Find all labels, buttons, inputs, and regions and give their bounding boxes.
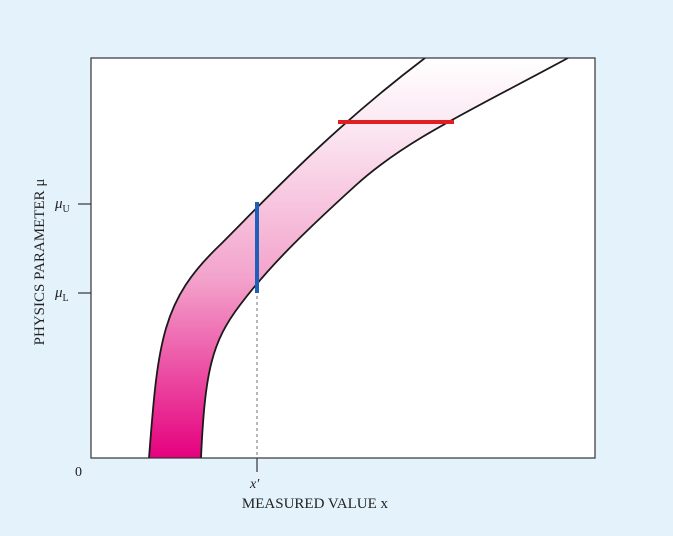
origin-label: 0: [75, 465, 82, 480]
plot-frame: [90, 57, 596, 459]
mu-lower-label: μL: [54, 285, 69, 304]
y-axis-title: PHYSICS PARAMETER μ: [32, 179, 48, 346]
confidence-belt-band: [149, 58, 568, 458]
mu-upper-label: μU: [54, 196, 71, 215]
x-prime-label: x′: [249, 477, 260, 492]
x-axis-title: MEASURED VALUE x: [242, 496, 389, 512]
belt-lower-boundary: [200, 58, 569, 458]
